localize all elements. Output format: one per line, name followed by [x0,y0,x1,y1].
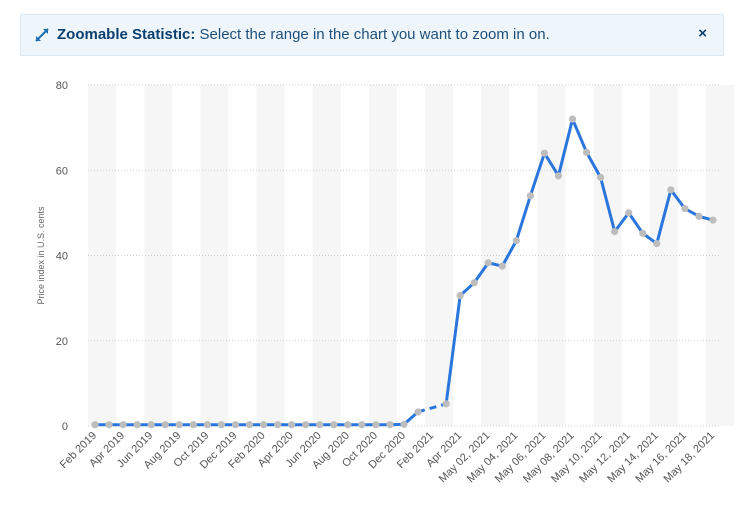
data-point [653,239,661,248]
data-point [709,216,717,224]
plot-band [481,85,510,426]
data-point [484,259,492,267]
data-point [386,421,394,429]
zoom-banner: Zoomable Statistic: Select the range in … [20,14,724,56]
y-tick-label: 60 [56,165,68,177]
zoom-title: Zoomable Statistic: [57,26,196,43]
close-button[interactable]: × [698,25,707,42]
data-point [582,148,591,156]
plot-band [705,85,735,426]
data-point [316,421,324,429]
data-point [414,408,422,416]
data-point [625,209,633,217]
plot-band [537,85,566,426]
y-tick-label: 20 [56,336,68,348]
data-point [667,186,675,194]
y-axis-label: Price index in U.S. cents [36,206,46,305]
data-point [442,400,450,408]
plot-band [256,85,285,426]
plot-band [312,85,341,426]
data-point [498,262,506,270]
data-point [259,421,268,429]
data-point [526,192,535,200]
data-point [147,421,155,429]
data-point [540,149,549,157]
data-point [358,421,366,429]
zoom-text: Select the range in the chart you want t… [199,26,550,43]
data-point [597,173,605,182]
y-tick-label: 40 [56,251,68,263]
data-point [330,421,338,429]
data-point [611,228,619,236]
data-point [189,421,197,429]
data-point [231,421,240,429]
data-point [344,421,352,429]
y-tick-label: 80 [56,80,68,92]
data-point [91,421,99,429]
data-point [554,172,563,180]
data-point [119,421,127,429]
data-point [512,236,520,245]
data-point [288,421,296,429]
data-point [695,212,703,220]
y-tick-label: 0 [62,421,68,433]
zoom-instruction: Zoomable Statistic: Select the range in … [57,26,550,43]
expand-arrows-icon [35,28,49,42]
data-point [372,421,380,429]
data-point [133,421,141,429]
data-point [161,421,169,429]
data-point [217,421,226,429]
data-point [456,291,464,300]
plot-band [88,85,117,426]
x-tick-label: May 18, 2021 [661,430,717,486]
data-point [302,421,310,429]
data-point [400,420,408,428]
data-point [639,229,647,237]
data-point [470,279,478,287]
series-gap-line [417,402,447,414]
data-point [203,421,211,429]
data-point [568,115,577,123]
data-point [274,421,282,429]
data-point [105,421,113,429]
data-point [681,205,689,213]
data-point [245,421,254,429]
data-point [175,421,183,429]
